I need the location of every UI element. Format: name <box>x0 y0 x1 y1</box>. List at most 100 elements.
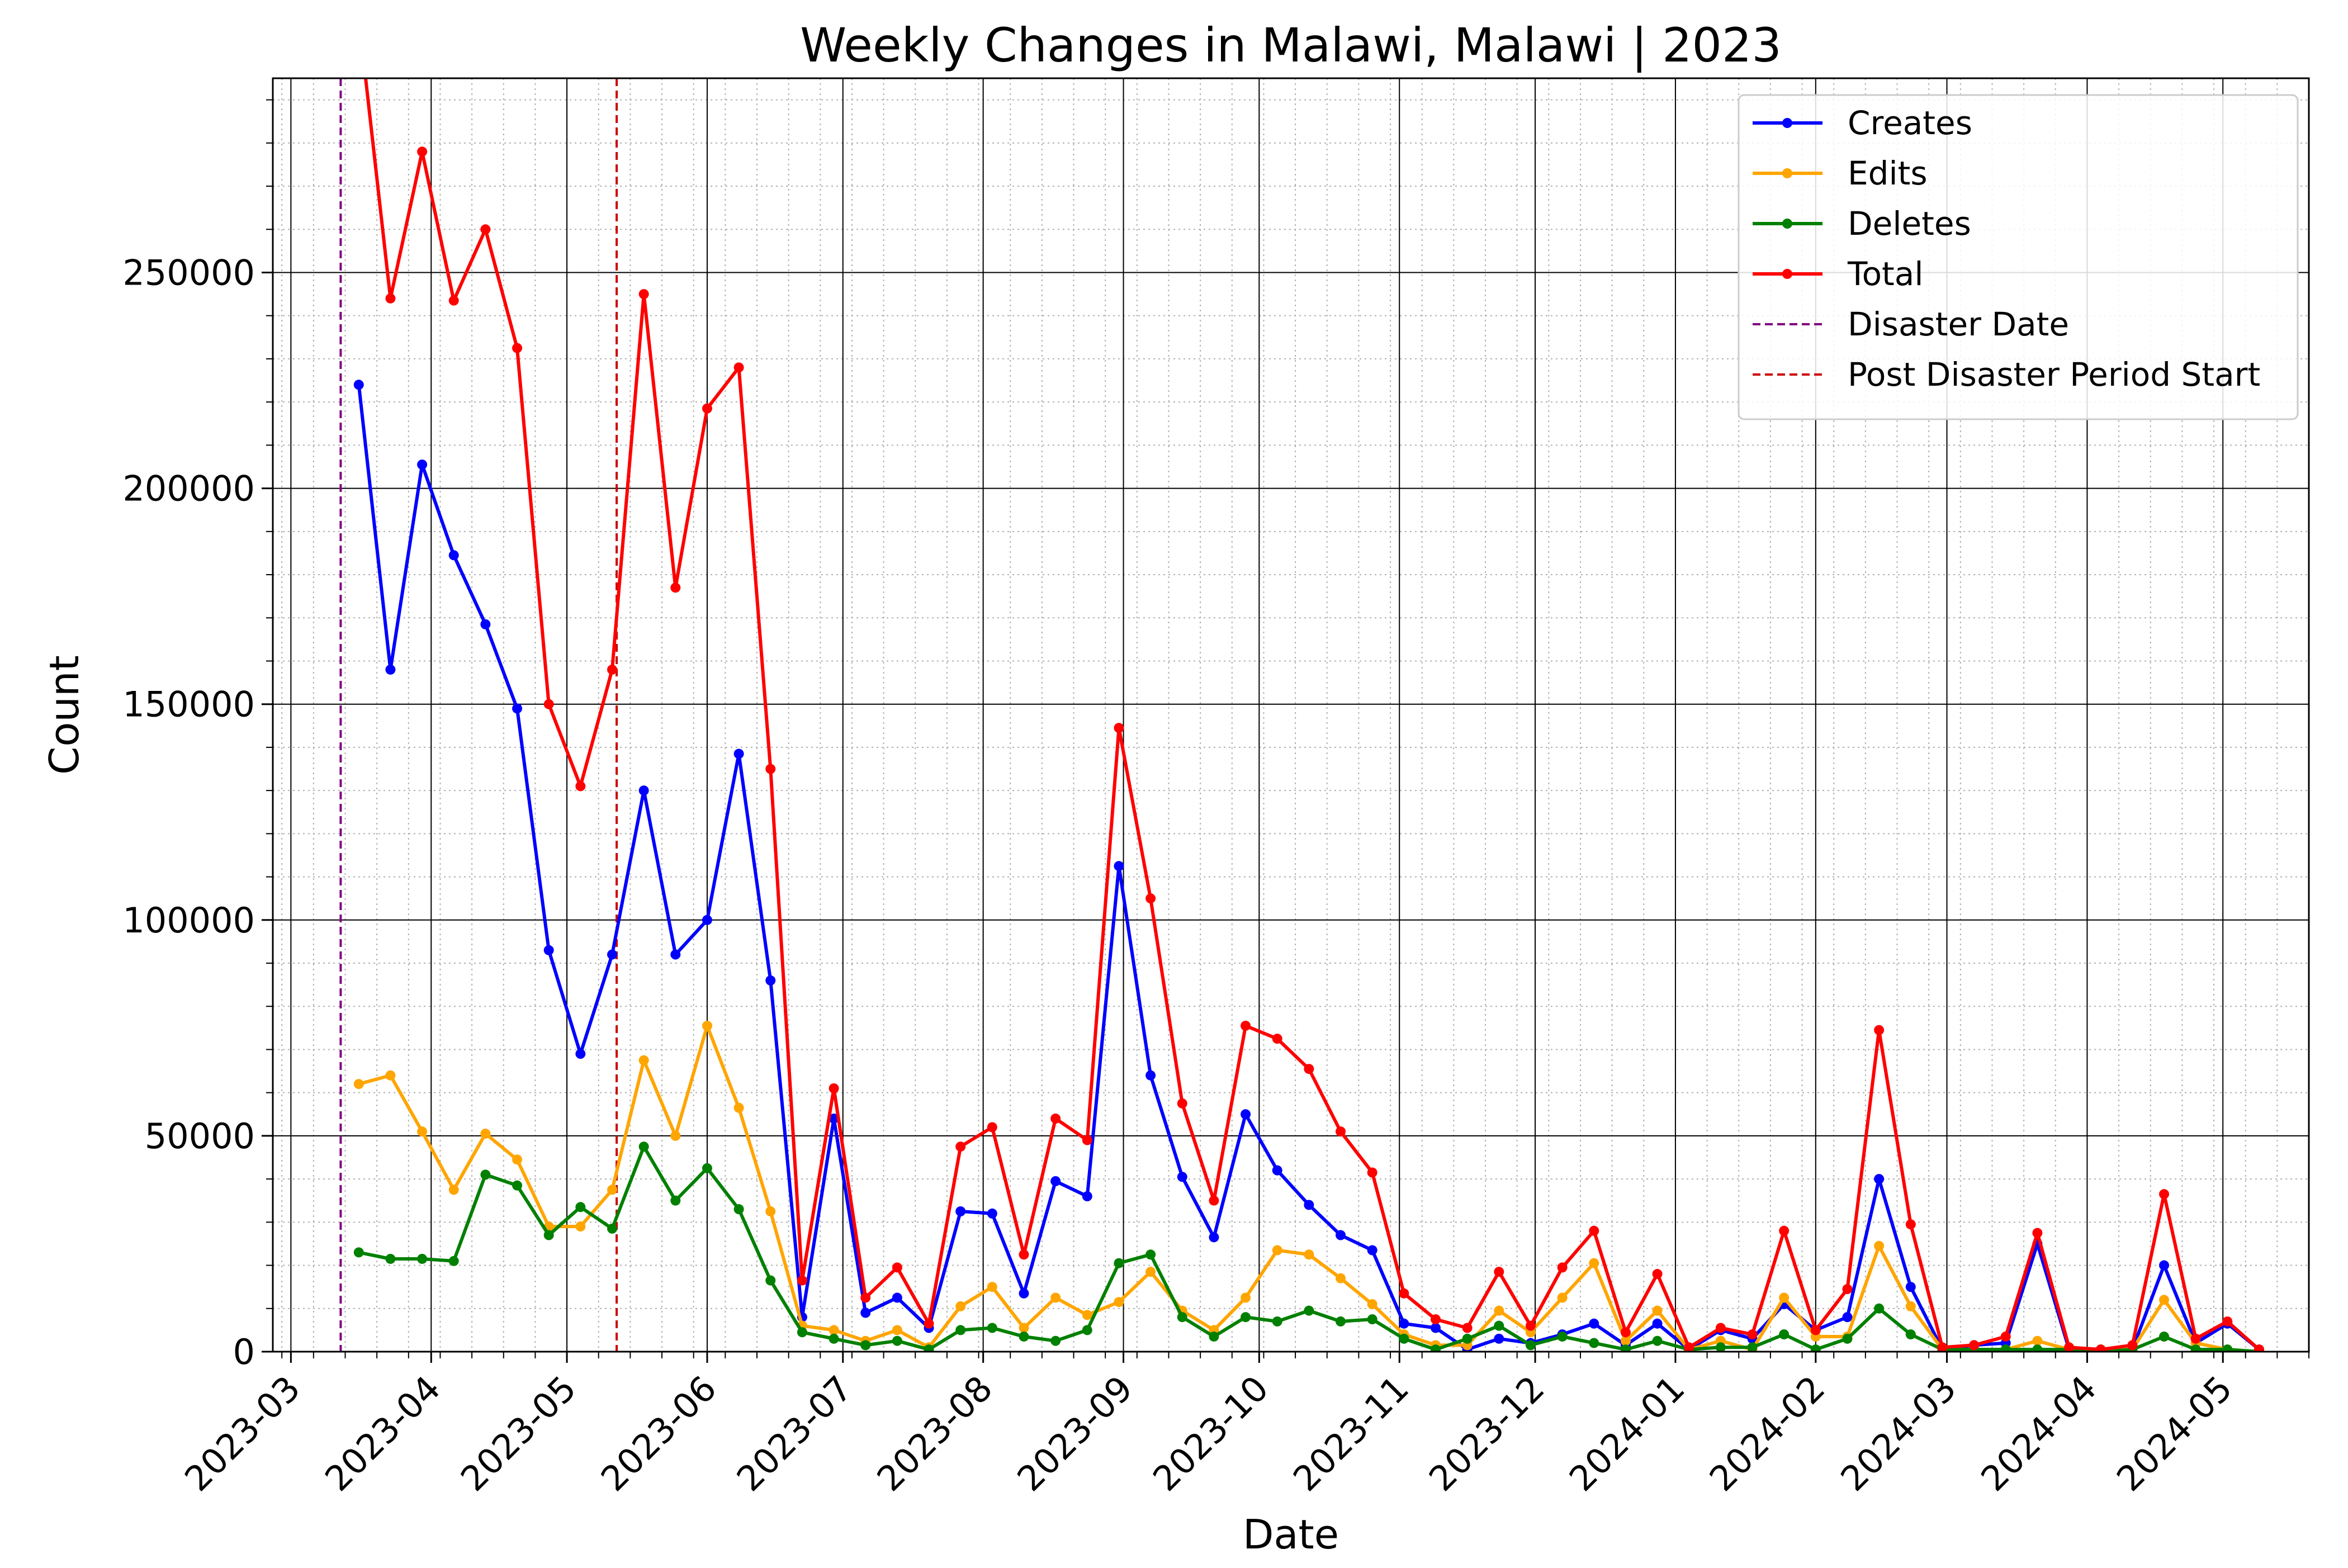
data-point <box>575 1202 586 1212</box>
data-point <box>1019 1288 1029 1299</box>
data-point <box>1399 1288 1409 1299</box>
data-point <box>543 699 554 709</box>
data-point <box>955 1301 966 1311</box>
data-point <box>670 1195 681 1206</box>
data-point <box>1525 1340 1536 1351</box>
data-point <box>1304 1249 1314 1260</box>
data-point <box>1715 1323 1726 1333</box>
data-point <box>1082 1310 1092 1320</box>
data-point <box>1494 1333 1504 1344</box>
data-point <box>353 380 364 390</box>
data-point <box>2159 1189 2170 1200</box>
legend: Creates Edits Deletes Total Disaster Date Pos… <box>1738 94 2299 420</box>
data-point <box>1905 1301 1916 1311</box>
data-point <box>1715 1342 1726 1352</box>
legend-label: Total <box>1847 255 1923 293</box>
data-point <box>1747 1329 1758 1340</box>
legend-marker <box>1782 118 1792 128</box>
data-point <box>1019 1331 1029 1342</box>
legend-label: Disaster Date <box>1848 305 2069 343</box>
data-point <box>1842 1333 1853 1344</box>
series-total <box>363 78 2264 1352</box>
data-point <box>1430 1314 1441 1325</box>
data-point <box>1937 1342 1948 1352</box>
data-point <box>1336 1273 1346 1283</box>
data-point <box>1019 1249 1029 1260</box>
data-point <box>1652 1305 1663 1316</box>
data-point <box>987 1122 997 1133</box>
data-point <box>1336 1230 1346 1240</box>
data-point <box>607 949 617 960</box>
data-point <box>1367 1245 1377 1256</box>
data-point <box>1874 1025 1885 1035</box>
data-point <box>702 403 712 414</box>
legend-item: Creates <box>1753 104 1972 142</box>
data-point <box>353 1247 364 1258</box>
data-point <box>1779 1292 1790 1303</box>
data-point <box>1082 1191 1092 1202</box>
data-point <box>512 1180 523 1191</box>
data-point <box>1241 1292 1251 1303</box>
y-tick-label: 150000 <box>122 684 255 725</box>
data-point <box>385 1070 396 1081</box>
legend-marker <box>1782 269 1792 279</box>
data-point <box>2064 1342 2075 1352</box>
data-point <box>1494 1320 1504 1331</box>
data-point <box>1209 1232 1219 1243</box>
data-point <box>1145 1070 1156 1081</box>
data-point <box>2032 1344 2043 1352</box>
data-point <box>765 1206 776 1217</box>
data-point <box>1557 1292 1568 1303</box>
legend-label: Creates <box>1848 104 1972 142</box>
data-point <box>2190 1333 2201 1344</box>
data-point <box>955 1325 966 1335</box>
data-point <box>1874 1240 1885 1251</box>
legend-item: Total <box>1753 255 1923 293</box>
data-point <box>702 1020 712 1031</box>
data-point <box>1241 1020 1251 1031</box>
data-point <box>543 1230 554 1240</box>
data-point <box>1114 723 1124 733</box>
chart-title: Weekly Changes in Malawi, Malawi | 2023 <box>800 18 1782 73</box>
data-point <box>797 1275 807 1286</box>
data-point <box>575 1049 586 1059</box>
y-tick-label: 50000 <box>145 1116 255 1157</box>
data-point <box>924 1344 934 1352</box>
legend-box <box>1738 94 2299 420</box>
data-point <box>2159 1331 2170 1342</box>
data-point <box>512 343 523 353</box>
data-point <box>2159 1295 2170 1305</box>
data-point <box>1494 1267 1504 1277</box>
data-point <box>987 1208 997 1219</box>
data-point <box>1620 1344 1631 1352</box>
data-point <box>797 1327 807 1338</box>
data-point <box>1462 1333 1473 1344</box>
data-point <box>1177 1172 1187 1182</box>
data-point <box>1272 1316 1282 1327</box>
data-point <box>1589 1225 1599 1236</box>
data-point <box>1684 1342 1694 1352</box>
data-point <box>1050 1335 1061 1346</box>
data-point <box>1367 1314 1377 1325</box>
data-point <box>1557 1331 1568 1342</box>
data-point <box>1145 1249 1156 1260</box>
data-point <box>575 781 586 792</box>
data-point <box>1842 1312 1853 1323</box>
data-point <box>1304 1200 1314 1210</box>
event-lines <box>339 78 618 1352</box>
data-point <box>702 915 712 925</box>
data-point <box>480 1129 491 1139</box>
data-point <box>892 1325 902 1335</box>
legend-marker <box>1782 168 1792 178</box>
data-point <box>1399 1333 1409 1344</box>
plot-frame <box>272 77 2310 1353</box>
data-point <box>1430 1323 1441 1333</box>
data-point <box>1874 1174 1885 1185</box>
y-tick-label: 0 <box>233 1332 255 1372</box>
data-point <box>417 1253 428 1264</box>
data-point <box>892 1335 902 1346</box>
data-point <box>2159 1260 2170 1271</box>
data-point <box>1082 1135 1092 1145</box>
